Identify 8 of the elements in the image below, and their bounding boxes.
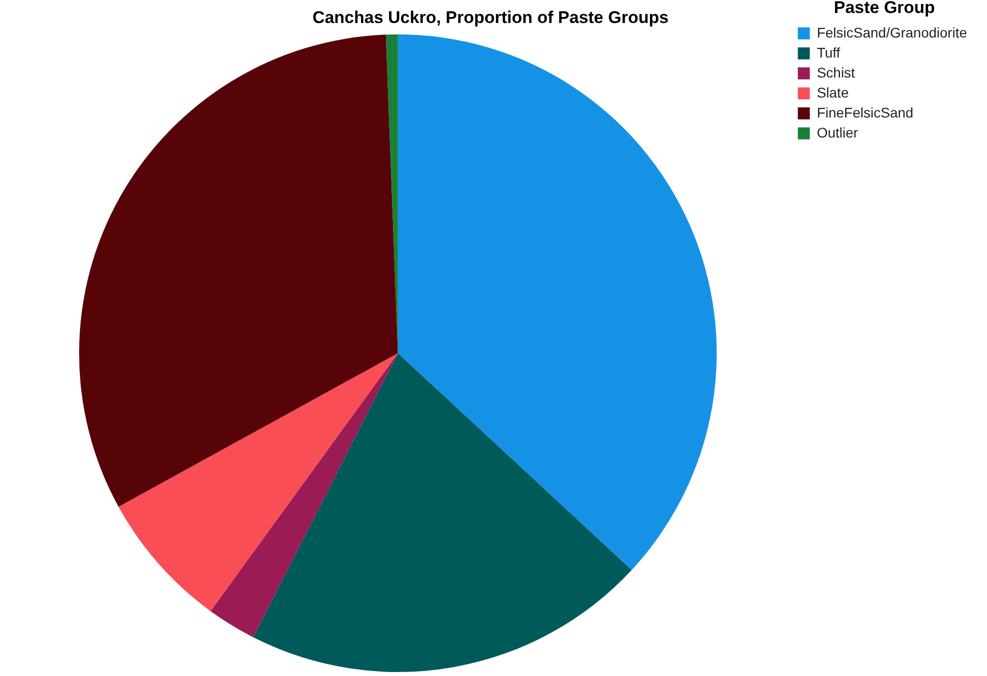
legend-label: FineFelsicSand (816, 104, 914, 120)
legend-label: FelsicSand/Granodiorite (816, 24, 968, 40)
legend-label: Outlier (816, 124, 858, 140)
legend-label: Tuff (816, 44, 840, 60)
legend-label: Schist (816, 64, 856, 80)
legend-label: Slate (816, 84, 849, 100)
chart-title: Canchas Uckro, Proportion of Paste Groups (312, 8, 669, 27)
legend-title: Paste Group (834, 0, 935, 18)
